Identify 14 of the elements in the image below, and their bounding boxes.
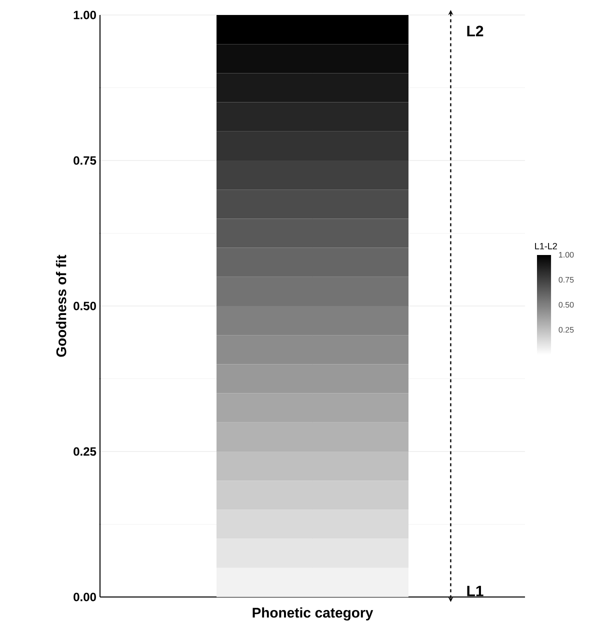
y-tick-label: 1.00 — [74, 10, 96, 20]
color-bar-label: 0.25 — [558, 326, 574, 333]
color-bar-label: 0.75 — [558, 276, 574, 283]
x-axis-title: Phonetic category — [252, 607, 374, 621]
annotation: L1 — [467, 586, 484, 596]
y-tick-label: 0.00 — [74, 592, 96, 602]
color-bar-label: 0.50 — [558, 302, 574, 308]
y-tick-label: 0.50 — [74, 302, 96, 310]
y-axis-title: Goodness of fit — [56, 254, 66, 357]
color-bar-label: 1.00 — [559, 252, 574, 258]
y-tick-label: 0.25 — [74, 447, 96, 456]
color-bar-title: L1-L2 — [535, 242, 557, 250]
y-tick-label: 0.75 — [74, 156, 96, 165]
annotation: L2 — [467, 26, 484, 36]
